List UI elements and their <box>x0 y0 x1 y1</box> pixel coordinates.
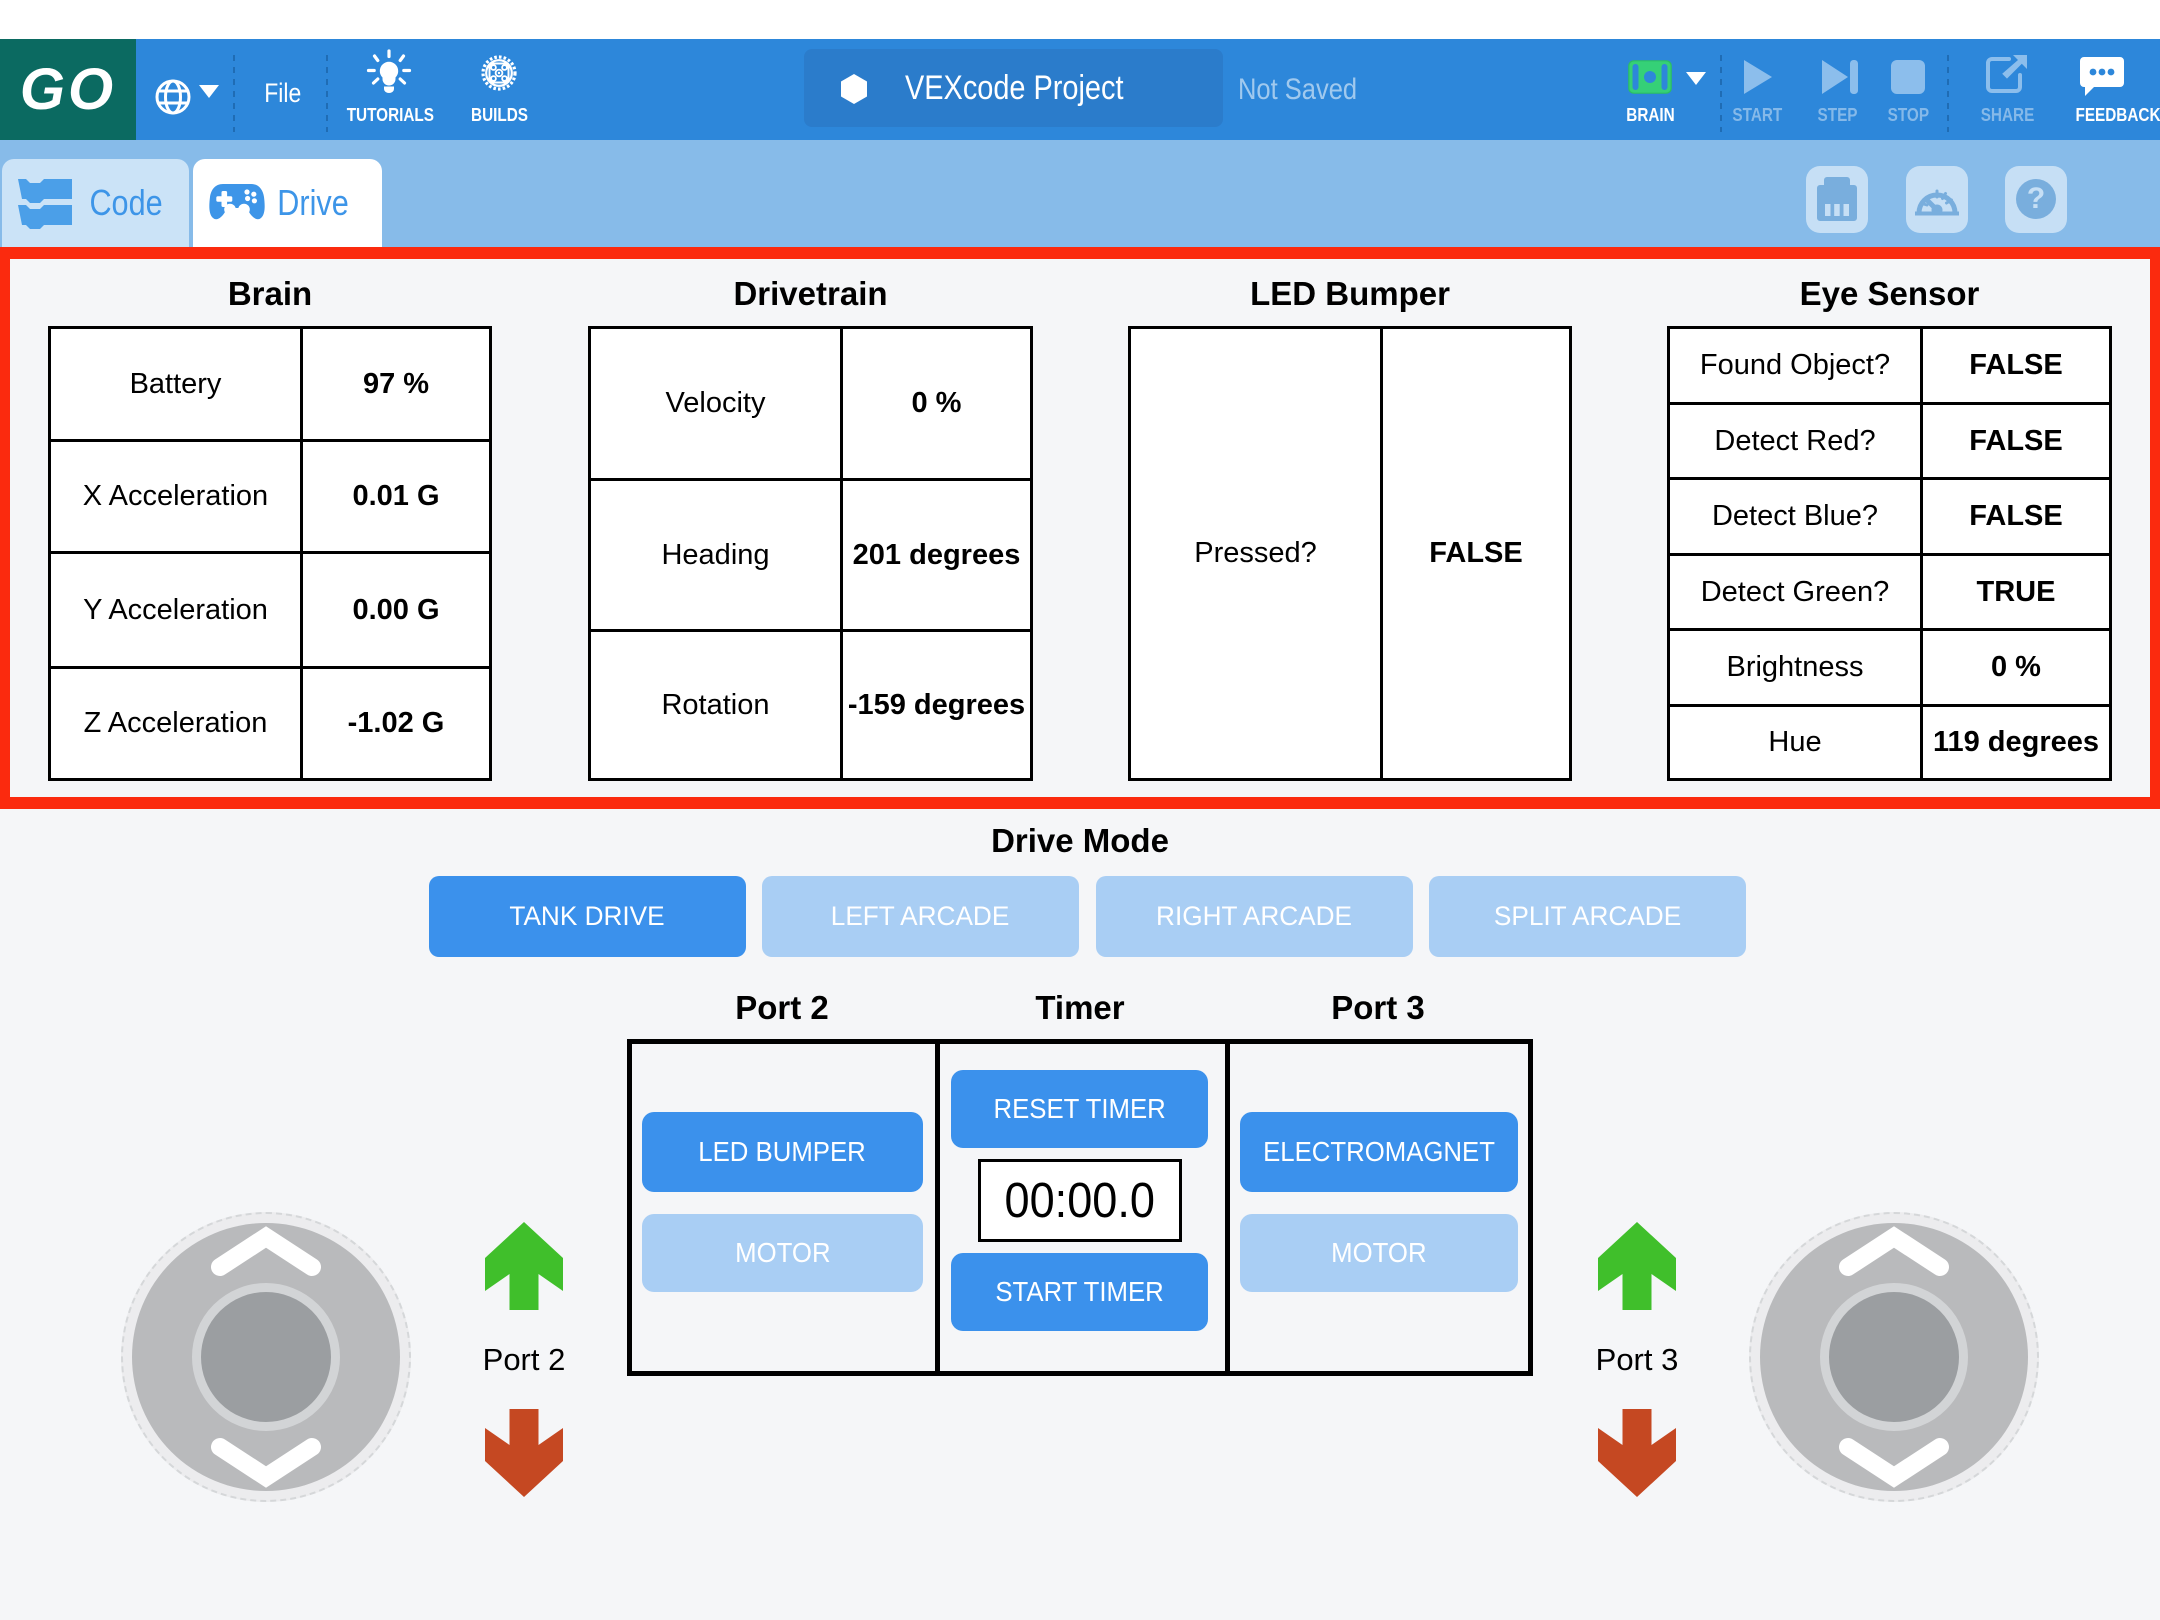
svg-text:?: ? <box>2027 182 2045 215</box>
